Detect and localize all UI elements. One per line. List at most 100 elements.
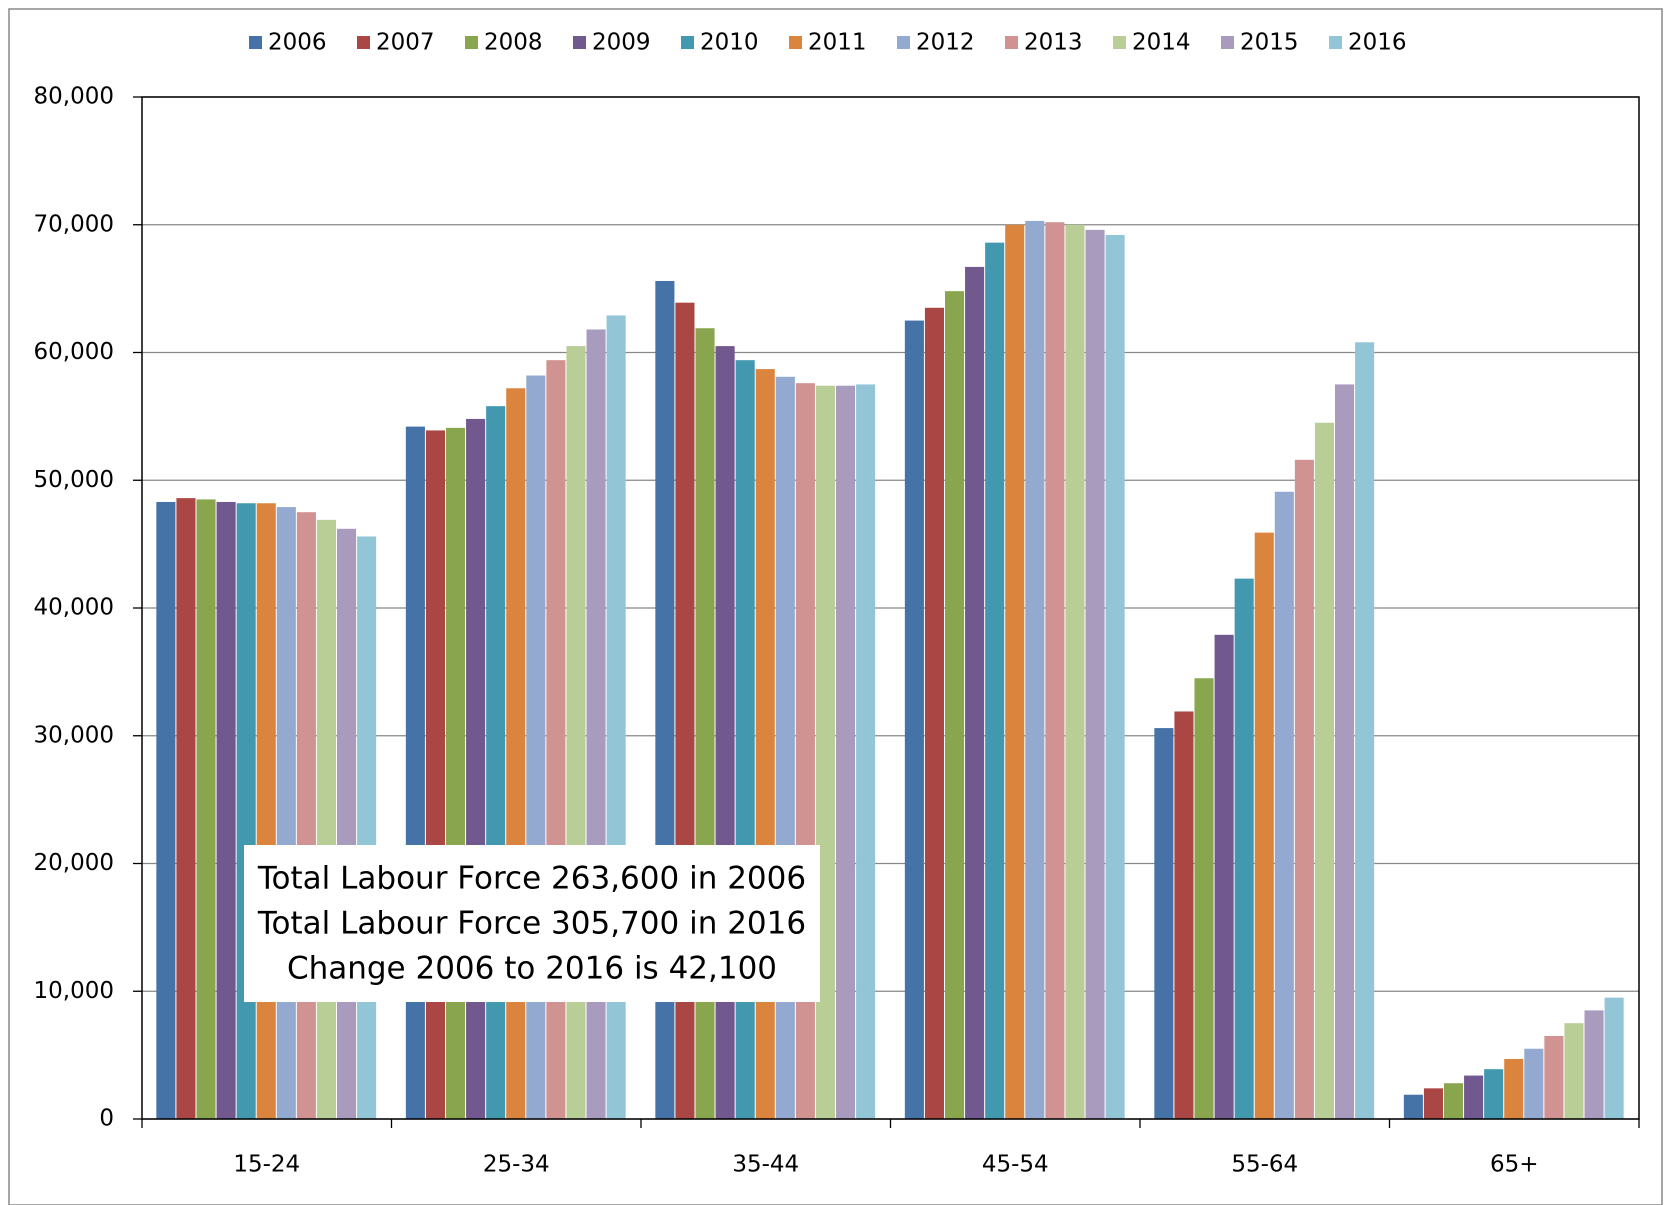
bar	[1254, 532, 1274, 1119]
bar	[1194, 678, 1214, 1119]
bar	[1544, 1035, 1564, 1119]
legend-swatch	[1113, 36, 1126, 49]
legend-swatch	[897, 36, 910, 49]
bar	[256, 503, 276, 1119]
bar	[1564, 1023, 1584, 1119]
bar	[1065, 224, 1085, 1119]
bar	[1504, 1058, 1524, 1119]
bar	[836, 385, 856, 1120]
legend-swatch	[1005, 36, 1018, 49]
bar	[1335, 384, 1355, 1119]
legend: 2006 2007 2008 2009 2010 2011 2012 2013 2014 2015…	[249, 30, 1407, 56]
bar	[296, 512, 316, 1119]
bar	[1234, 578, 1254, 1119]
bar	[735, 360, 755, 1119]
legend-label: 2015	[1240, 30, 1299, 56]
bar	[1355, 342, 1375, 1119]
y-tick-label: 20,000	[34, 850, 114, 876]
bar	[1274, 491, 1294, 1119]
axes: 0 10,000 20,000 30,000 40,000 50,000 60,000 70,…	[34, 84, 1640, 1178]
bar	[316, 519, 337, 1119]
bar	[1085, 229, 1105, 1120]
y-tick-label: 0	[99, 1106, 114, 1132]
bar	[1484, 1069, 1504, 1119]
legend-swatch	[573, 36, 586, 49]
legend-label: 2010	[700, 30, 759, 56]
bar	[856, 384, 876, 1119]
y-tick-label: 80,000	[34, 84, 114, 110]
annotation-box	[244, 845, 820, 1002]
y-tick-label: 10,000	[34, 978, 114, 1004]
bar	[924, 307, 944, 1120]
x-tick-label: 55-64	[1231, 1152, 1298, 1178]
bar	[904, 320, 924, 1119]
bar	[985, 242, 1005, 1119]
bar	[357, 536, 377, 1119]
x-tick-label: 15-24	[233, 1152, 300, 1178]
bar	[445, 427, 466, 1119]
bar	[276, 507, 296, 1119]
bar	[944, 291, 965, 1119]
bar	[1214, 634, 1234, 1119]
annotation: Total Labour Force 305,700 in 2016	[257, 906, 806, 942]
legend-swatch	[1329, 36, 1342, 49]
bar	[795, 383, 815, 1119]
legend-swatch	[249, 36, 262, 49]
bar	[755, 369, 775, 1119]
bar	[1314, 422, 1335, 1119]
bar	[506, 388, 526, 1119]
legend-swatch	[681, 36, 694, 49]
bar	[1464, 1075, 1484, 1119]
bar	[1604, 997, 1624, 1119]
bar	[715, 346, 735, 1119]
bar	[405, 426, 425, 1120]
bar	[176, 498, 196, 1119]
bar	[965, 266, 985, 1120]
y-tick-label: 30,000	[34, 722, 114, 748]
y-tick-label: 60,000	[34, 339, 114, 365]
legend-label: 2007	[376, 30, 435, 56]
bar	[466, 418, 486, 1119]
bar	[196, 499, 216, 1120]
x-tick-label: 45-54	[982, 1152, 1049, 1178]
bar	[1154, 728, 1174, 1119]
legend-label: 2013	[1024, 30, 1083, 56]
bar	[815, 385, 836, 1120]
bar	[1403, 1094, 1423, 1119]
bar	[1584, 1010, 1604, 1119]
bar	[1045, 222, 1065, 1119]
bar	[236, 503, 256, 1119]
bar	[216, 501, 236, 1119]
bar	[1025, 220, 1045, 1120]
annotation: Total Labour Force 263,600 in 2006	[257, 861, 806, 897]
legend-label: 2008	[484, 30, 543, 56]
bar	[1005, 224, 1025, 1119]
bar	[526, 375, 546, 1119]
y-tick-label: 50,000	[34, 467, 114, 493]
y-tick-label: 40,000	[34, 595, 114, 621]
annotation: Change 2006 to 2016 is 42,100	[287, 951, 777, 987]
bar	[337, 528, 357, 1119]
bar	[566, 346, 586, 1119]
legend-label: 2012	[916, 30, 975, 56]
bar	[156, 501, 176, 1119]
bar	[775, 376, 795, 1120]
legend-label: 2014	[1132, 30, 1191, 56]
bar	[1524, 1048, 1544, 1119]
legend-swatch	[465, 36, 478, 49]
legend-label: 2006	[268, 30, 327, 56]
bar	[1443, 1083, 1464, 1119]
y-tick-label: 70,000	[34, 211, 114, 237]
legend-label: 2011	[808, 30, 867, 56]
bar	[1174, 711, 1194, 1119]
bar	[1423, 1088, 1443, 1119]
legend-swatch	[1221, 36, 1234, 49]
annotations: Total Labour Force 263,600 in 2006 Total …	[244, 845, 820, 1002]
legend-label: 2009	[592, 30, 651, 56]
bar	[1105, 234, 1125, 1120]
legend-swatch	[789, 36, 802, 49]
bar	[546, 360, 566, 1119]
x-tick-label: 25-34	[483, 1152, 550, 1178]
legend-swatch	[357, 36, 370, 49]
